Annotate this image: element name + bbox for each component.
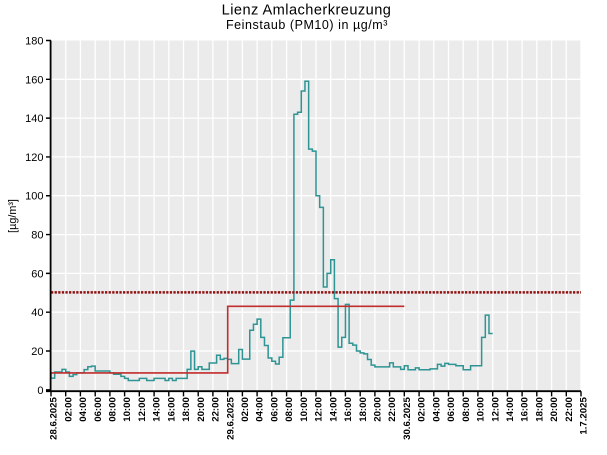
svg-text:10:00: 10:00 [476, 397, 487, 422]
svg-text:12:00: 12:00 [314, 397, 325, 422]
svg-text:20:00: 20:00 [196, 397, 207, 422]
svg-text:14:00: 14:00 [152, 397, 163, 422]
svg-text:04:00: 04:00 [78, 397, 89, 422]
svg-text:16:00: 16:00 [343, 397, 354, 422]
svg-text:18:00: 18:00 [534, 397, 545, 422]
svg-text:02:00: 02:00 [417, 397, 428, 422]
svg-text:30.6.2025: 30.6.2025 [402, 397, 413, 440]
svg-text:04:00: 04:00 [431, 397, 442, 422]
svg-text:Lienz Amlacherkreuzung: Lienz Amlacherkreuzung [222, 3, 392, 19]
svg-text:160: 160 [25, 74, 43, 86]
svg-text:18:00: 18:00 [181, 397, 192, 422]
svg-text:60: 60 [31, 268, 43, 280]
svg-text:80: 80 [31, 230, 43, 242]
svg-text:29.6.2025: 29.6.2025 [225, 397, 236, 440]
svg-text:10:00: 10:00 [122, 397, 133, 422]
svg-text:12:00: 12:00 [490, 397, 501, 422]
svg-text:16:00: 16:00 [166, 397, 177, 422]
svg-text:0: 0 [37, 385, 43, 397]
svg-text:08:00: 08:00 [284, 397, 295, 422]
svg-text:20: 20 [31, 346, 43, 358]
svg-text:28.6.2025: 28.6.2025 [49, 397, 60, 440]
svg-text:04:00: 04:00 [255, 397, 266, 422]
svg-text:14:00: 14:00 [328, 397, 339, 422]
svg-text:16:00: 16:00 [520, 397, 531, 422]
svg-text:02:00: 02:00 [63, 397, 74, 422]
svg-text:[µg/m³]: [µg/m³] [7, 199, 19, 233]
svg-text:120: 120 [25, 152, 43, 164]
svg-text:180: 180 [25, 36, 43, 48]
svg-text:06:00: 06:00 [93, 397, 104, 422]
svg-text:12:00: 12:00 [137, 397, 148, 422]
svg-text:40: 40 [31, 307, 43, 319]
svg-text:140: 140 [25, 113, 43, 125]
svg-text:14:00: 14:00 [505, 397, 516, 422]
svg-text:02:00: 02:00 [240, 397, 251, 422]
svg-text:08:00: 08:00 [107, 397, 118, 422]
svg-text:06:00: 06:00 [269, 397, 280, 422]
svg-text:22:00: 22:00 [387, 397, 398, 422]
svg-text:20:00: 20:00 [549, 397, 560, 422]
svg-text:1.7.2025: 1.7.2025 [579, 397, 590, 435]
svg-text:22:00: 22:00 [211, 397, 222, 422]
svg-text:100: 100 [25, 191, 43, 203]
svg-text:06:00: 06:00 [446, 397, 457, 422]
svg-text:Feinstaub (PM10) in µg/m³: Feinstaub (PM10) in µg/m³ [226, 18, 388, 32]
svg-text:20:00: 20:00 [372, 397, 383, 422]
svg-text:22:00: 22:00 [564, 397, 575, 422]
svg-text:18:00: 18:00 [358, 397, 369, 422]
svg-text:10:00: 10:00 [299, 397, 310, 422]
svg-text:08:00: 08:00 [461, 397, 472, 422]
